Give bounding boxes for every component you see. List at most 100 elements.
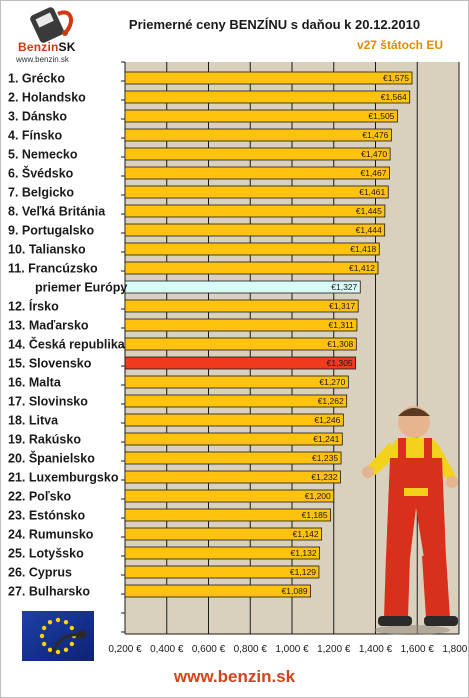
bar (124, 318, 358, 332)
x-tick-label: 0,800 € (234, 644, 268, 655)
bar (124, 356, 357, 370)
category-label: 2. Holandsko (8, 91, 86, 105)
bar (124, 337, 357, 351)
bar (124, 242, 380, 256)
flag-star-icon (47, 619, 53, 625)
x-tick-label: 0,600 € (192, 644, 226, 655)
category-label: 16. Malta (8, 376, 62, 390)
flag-star-icon (39, 633, 45, 639)
data-label: €1,327 (331, 282, 357, 292)
category-label: 11. Francúzsko (8, 262, 98, 276)
chart-subtitle: v27 štátoch EU (356, 38, 443, 52)
data-label: €1,461 (359, 187, 385, 197)
bar (124, 527, 323, 541)
bar (124, 413, 344, 427)
flag-star-icon (69, 625, 75, 631)
category-label: 24. Rumunsko (8, 528, 94, 542)
footer-url: www.benzin.sk (173, 667, 296, 686)
bar (124, 109, 398, 123)
data-label: €1,412 (349, 263, 375, 273)
category-label: 27. Bulharsko (8, 585, 90, 599)
data-label: €1,470 (361, 149, 387, 159)
data-label: €1,232 (311, 472, 337, 482)
bar (124, 451, 342, 465)
flag-star-icon (55, 649, 61, 655)
x-tick-label: 1,800 € (442, 644, 469, 655)
category-label: 26. Cyprus (8, 566, 72, 580)
bar (124, 204, 386, 218)
mechanic-illustration (352, 398, 462, 636)
category-label: 18. Litva (8, 414, 59, 428)
category-label: 9. Portugalsko (8, 224, 94, 238)
data-label: €1,444 (356, 225, 382, 235)
data-label: €1,505 (368, 111, 394, 121)
data-label: €1,185 (302, 510, 328, 520)
data-label: €1,305 (327, 358, 353, 368)
x-tick-label: 0,400 € (150, 644, 184, 655)
data-label: €1,308 (327, 339, 353, 349)
bar (124, 128, 392, 142)
category-label: 15. Slovensko (8, 357, 92, 371)
bar (124, 299, 359, 313)
bar (124, 261, 379, 275)
data-label: €1,270 (319, 377, 345, 387)
category-label: 20. Španielsko (8, 451, 95, 466)
bar (124, 508, 332, 522)
category-label: 17. Slovinsko (8, 395, 88, 409)
x-tick-label: 0,200 € (108, 644, 142, 655)
bar (124, 147, 391, 161)
data-label: €1,476 (362, 130, 388, 140)
flag-star-icon (63, 619, 69, 625)
eu-flag-icon (22, 611, 94, 661)
category-label: 23. Estónsko (8, 509, 85, 523)
category-label: 1. Grécko (8, 72, 65, 86)
data-label: €1,262 (318, 396, 344, 406)
bar (124, 280, 361, 294)
x-tick-label: 1,200 € (317, 644, 351, 655)
data-label: €1,132 (291, 548, 317, 558)
data-label: €1,564 (381, 92, 407, 102)
category-label: 21. Luxemburgsko (8, 471, 119, 485)
category-label: priemer Európy (35, 281, 127, 295)
category-label: 10. Taliansko (8, 243, 86, 257)
bar (124, 470, 341, 484)
bar (124, 223, 386, 237)
data-label: €1,445 (356, 206, 382, 216)
bar (124, 565, 320, 579)
category-label: 13. Maďarsko (8, 319, 89, 333)
logo-wordmark: BenzinSK (18, 40, 76, 54)
mechanic-figure-icon (362, 406, 458, 635)
flag-star-icon (63, 647, 69, 653)
bar (124, 166, 390, 180)
flag-star-icon (41, 625, 47, 631)
bar (124, 546, 320, 560)
benzin-logo (10, 6, 90, 66)
bar (124, 71, 413, 85)
flag-star-icon (41, 641, 47, 647)
data-label: €1,317 (329, 301, 355, 311)
logo-url: www.benzin.sk (16, 55, 69, 64)
x-tick-label: 1,000 € (275, 644, 309, 655)
data-label: €1,129 (290, 567, 316, 577)
category-label: 5. Nemecko (8, 148, 78, 162)
category-label: 22. Poľsko (8, 490, 72, 504)
data-label: €1,418 (350, 244, 376, 254)
bar (124, 185, 389, 199)
data-label: €1,142 (293, 529, 319, 539)
data-label: €1,311 (329, 320, 355, 330)
bar (124, 375, 349, 389)
data-label: €1,575 (383, 73, 409, 83)
flag-star-icon (47, 647, 53, 653)
data-label: €1,467 (360, 168, 386, 178)
category-label: 25. Lotyšsko (8, 547, 84, 561)
x-tick-label: 1,400 € (359, 644, 393, 655)
bar (124, 489, 335, 503)
data-label: €1,200 (305, 491, 331, 501)
data-label: €1,089 (282, 586, 308, 596)
data-label: €1,235 (312, 453, 338, 463)
category-label: 6. Švédsko (8, 166, 74, 181)
category-label: 8. Veľká Británia (8, 205, 106, 219)
x-tick-label: 1,600 € (401, 644, 435, 655)
category-label: 19. Rakúsko (8, 433, 81, 447)
